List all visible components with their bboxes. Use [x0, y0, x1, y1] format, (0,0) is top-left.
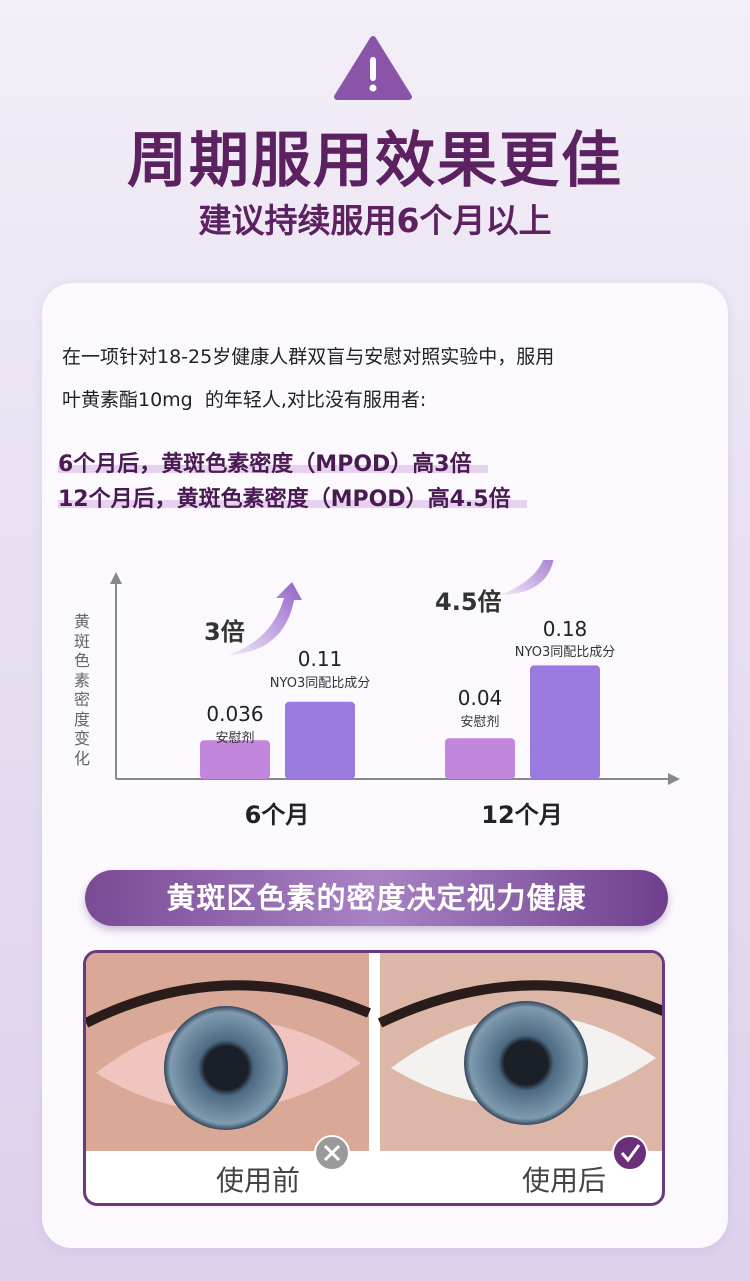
bar-nyo3 [530, 665, 600, 779]
x-tick-label: 12个月 [481, 801, 563, 829]
bar-value-label: 0.11 [297, 647, 343, 671]
section-banner: 黄斑区色素的密度决定视力健康 [85, 870, 668, 926]
intro-line-1: 在一项针对18-25岁健康人群双盲与安慰对照实验中，服用 [62, 346, 555, 368]
multiplier-label-6m: 3倍 [204, 618, 245, 646]
bar-nyo3 [285, 701, 355, 779]
before-label: 使用前 [215, 1164, 300, 1197]
y-axis-label: 黄斑色素密度变化 [73, 612, 90, 768]
growth-arrow-icon [228, 582, 302, 655]
bar-series-label: 安慰剂 [460, 715, 500, 730]
highlight-12-months: 12个月后，黄斑色素密度（MPOD）高4.5倍 [58, 481, 527, 513]
bar-chart [110, 560, 680, 785]
after-label: 使用后 [521, 1164, 606, 1197]
before-after-comparison: 使用前 使用后 [83, 950, 665, 1206]
bar-value-label: 0.04 [457, 686, 503, 710]
bar-value-label: 0.18 [542, 617, 588, 641]
page-subtitle: 建议持续服用6个月以上 [198, 201, 552, 240]
intro-line-2: 叶黄素酯10mg 的年轻人,对比没有服用者: [62, 389, 427, 411]
check-circle-icon [612, 1135, 648, 1171]
warning-triangle-icon [334, 36, 412, 100]
bar-series-label: NYO3同配比成分 [269, 676, 371, 691]
y-axis-arrow-icon [110, 572, 122, 584]
bar-value-label: 0.036 [206, 702, 264, 726]
bar-placebo [200, 740, 270, 779]
page-title: 周期服用效果更佳 [127, 126, 623, 196]
multiplier-label-12m: 4.5倍 [435, 588, 502, 616]
x-circle-icon [314, 1135, 350, 1171]
after-eye-image [377, 953, 662, 1151]
bar-placebo [445, 738, 515, 779]
highlight-6-months: 6个月后，黄斑色素密度（MPOD）高3倍 [58, 446, 488, 478]
x-tick-label: 6个月 [244, 801, 310, 829]
before-eye-image [86, 953, 371, 1151]
growth-arrow-icon [500, 560, 554, 595]
bar-series-label: NYO3同配比成分 [514, 645, 616, 660]
x-axis-arrow-icon [668, 773, 680, 785]
bar-series-label: 安慰剂 [215, 731, 255, 746]
